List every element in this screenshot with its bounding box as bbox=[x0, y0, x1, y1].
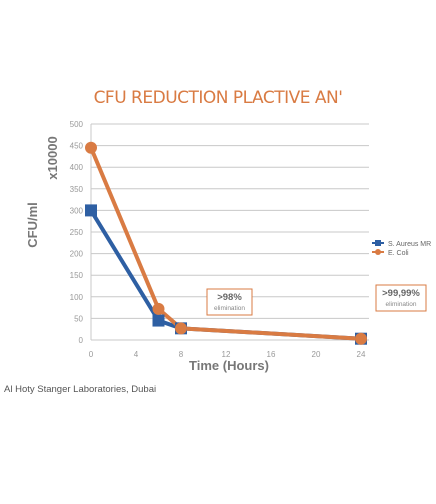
x-tick-label: 16 bbox=[267, 350, 276, 359]
y-tick-label: 300 bbox=[70, 206, 84, 215]
x-tick-label: 12 bbox=[222, 350, 231, 359]
legend-marker-square bbox=[375, 240, 381, 246]
y-axis-multiplier: x10000 bbox=[45, 136, 60, 179]
x-axis-label: Time (Hours) bbox=[189, 358, 269, 373]
x-tick-label: 4 bbox=[134, 350, 139, 359]
y-tick-label: 500 bbox=[70, 120, 84, 129]
y-tick-label: 450 bbox=[70, 142, 84, 151]
y-tick-label: 150 bbox=[70, 271, 84, 280]
tick-labels: 0 50 100 150 200 250 300 350 400 450 500 0 4 8 12 16 20 2… bbox=[70, 120, 366, 359]
y-tick-label: 50 bbox=[74, 314, 83, 323]
data-point-circle bbox=[175, 322, 187, 335]
y-tick-label: 100 bbox=[70, 293, 84, 302]
data-point-square bbox=[85, 204, 97, 217]
grid-lines bbox=[91, 123, 369, 341]
annotation-value: >98% bbox=[217, 292, 242, 303]
series-line-1 bbox=[89, 145, 363, 341]
y-tick-label: 0 bbox=[79, 336, 84, 345]
legend-label: S. Aureus MR bbox=[388, 241, 431, 248]
data-point-circle bbox=[355, 332, 367, 345]
y-axis-label: CFU/ml bbox=[25, 202, 40, 248]
footer-credit: Al Hoty Stanger Laboratories, Dubai bbox=[4, 384, 157, 395]
x-tick-label: 0 bbox=[89, 350, 94, 359]
annotations: >98% elimination >99,99% elimination bbox=[206, 284, 427, 316]
chart-title: CFU REDUCTION PLACTIVE AN' bbox=[93, 88, 343, 108]
annotation-value: >99,99% bbox=[382, 288, 420, 299]
annotation-box bbox=[375, 284, 427, 312]
annotation-text: elimination bbox=[385, 301, 416, 308]
x-tick-label: 24 bbox=[357, 350, 366, 359]
x-tick-label: 20 bbox=[312, 350, 321, 359]
y-tick-label: 400 bbox=[70, 163, 84, 172]
legend-marker-circle bbox=[375, 249, 381, 255]
series-lines bbox=[89, 145, 363, 341]
legend: S. Aureus MR E. Coli bbox=[372, 240, 431, 257]
series-markers bbox=[85, 141, 367, 345]
data-point-circle bbox=[85, 141, 97, 154]
data-point-circle bbox=[152, 302, 165, 315]
y-tick-label: 200 bbox=[70, 250, 84, 259]
legend-label: E. Coli bbox=[388, 250, 409, 257]
series-line-0 bbox=[89, 208, 363, 341]
y-tick-label: 350 bbox=[70, 185, 84, 194]
data-point-square bbox=[152, 314, 165, 327]
annotation-box bbox=[206, 288, 253, 316]
annotation-text: elimination bbox=[214, 305, 245, 312]
x-tick-label: 8 bbox=[179, 350, 184, 359]
y-tick-label: 250 bbox=[70, 228, 84, 237]
